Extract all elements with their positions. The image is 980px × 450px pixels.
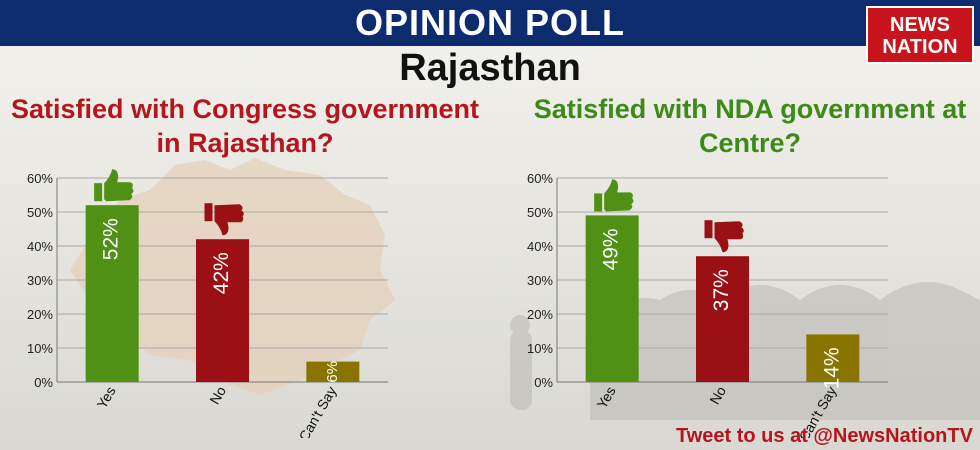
chart1-question: Satisfied with Congress government in Ra… xyxy=(10,94,480,158)
category-label: No xyxy=(206,383,229,407)
y-tick-label: 40% xyxy=(527,239,553,254)
footer-tweet: Tweet to us at @NewsNationTV xyxy=(676,425,973,447)
y-tick-label: 20% xyxy=(527,307,553,322)
y-tick-label: 10% xyxy=(27,341,53,356)
bar-yes xyxy=(85,205,139,382)
y-tick-label: 30% xyxy=(27,273,53,288)
y-tick-label: 0% xyxy=(534,375,553,390)
thumbs-down-icon xyxy=(204,203,244,236)
bar-value-label: 6% xyxy=(324,361,341,383)
y-tick-label: 40% xyxy=(27,239,53,254)
thumbs-up-icon xyxy=(94,169,134,202)
category-label: Yes xyxy=(93,384,118,412)
y-tick-label: 30% xyxy=(527,273,553,288)
bar-no xyxy=(196,239,249,382)
thumbs-up-icon xyxy=(594,179,634,212)
y-tick-label: 10% xyxy=(527,341,553,356)
news-nation-logo: NEWS NATION xyxy=(866,6,974,64)
y-tick-label: 0% xyxy=(34,375,53,390)
bar-value-label: 14% xyxy=(820,347,843,389)
bar-can-t-say xyxy=(806,334,860,382)
y-tick-label: 20% xyxy=(27,307,53,322)
bar-yes xyxy=(585,215,639,382)
y-tick-label: 60% xyxy=(527,171,553,186)
header-bar: OPINION POLL xyxy=(0,0,980,46)
category-label: Can't Say xyxy=(295,384,339,439)
category-label: Yes xyxy=(593,384,618,412)
logo-line1: NEWS xyxy=(890,14,950,36)
thumbs-down-icon xyxy=(704,220,744,253)
logo-line2: NATION xyxy=(882,36,958,58)
y-tick-label: 50% xyxy=(27,205,53,220)
chart-congress: 0% 10% 20% 30% 40% 50% 60% 52% Yes 42% No 6%Can't S… xyxy=(27,169,388,439)
bar-no xyxy=(696,256,749,382)
y-tick-label: 50% xyxy=(527,205,553,220)
page-title: OPINION POLL xyxy=(354,2,625,43)
chart-nda: 0%10%20%30%40%50%60%49%Yes37%No14%Can't … xyxy=(527,171,888,438)
bar-value-label: 49% xyxy=(600,228,623,270)
category-label: No xyxy=(706,383,729,407)
bar-value-label: 52% xyxy=(100,218,123,260)
bar-can-t-say xyxy=(306,361,360,382)
bar-value-label: 42% xyxy=(210,252,233,294)
page-subtitle: Rajasthan xyxy=(399,47,581,89)
camel-silhouettes xyxy=(510,282,980,420)
bar-value-label: 37% xyxy=(710,269,733,311)
y-tick-label: 60% xyxy=(27,171,53,186)
chart2-question: Satisfied with NDA government at Centre? xyxy=(533,94,967,158)
